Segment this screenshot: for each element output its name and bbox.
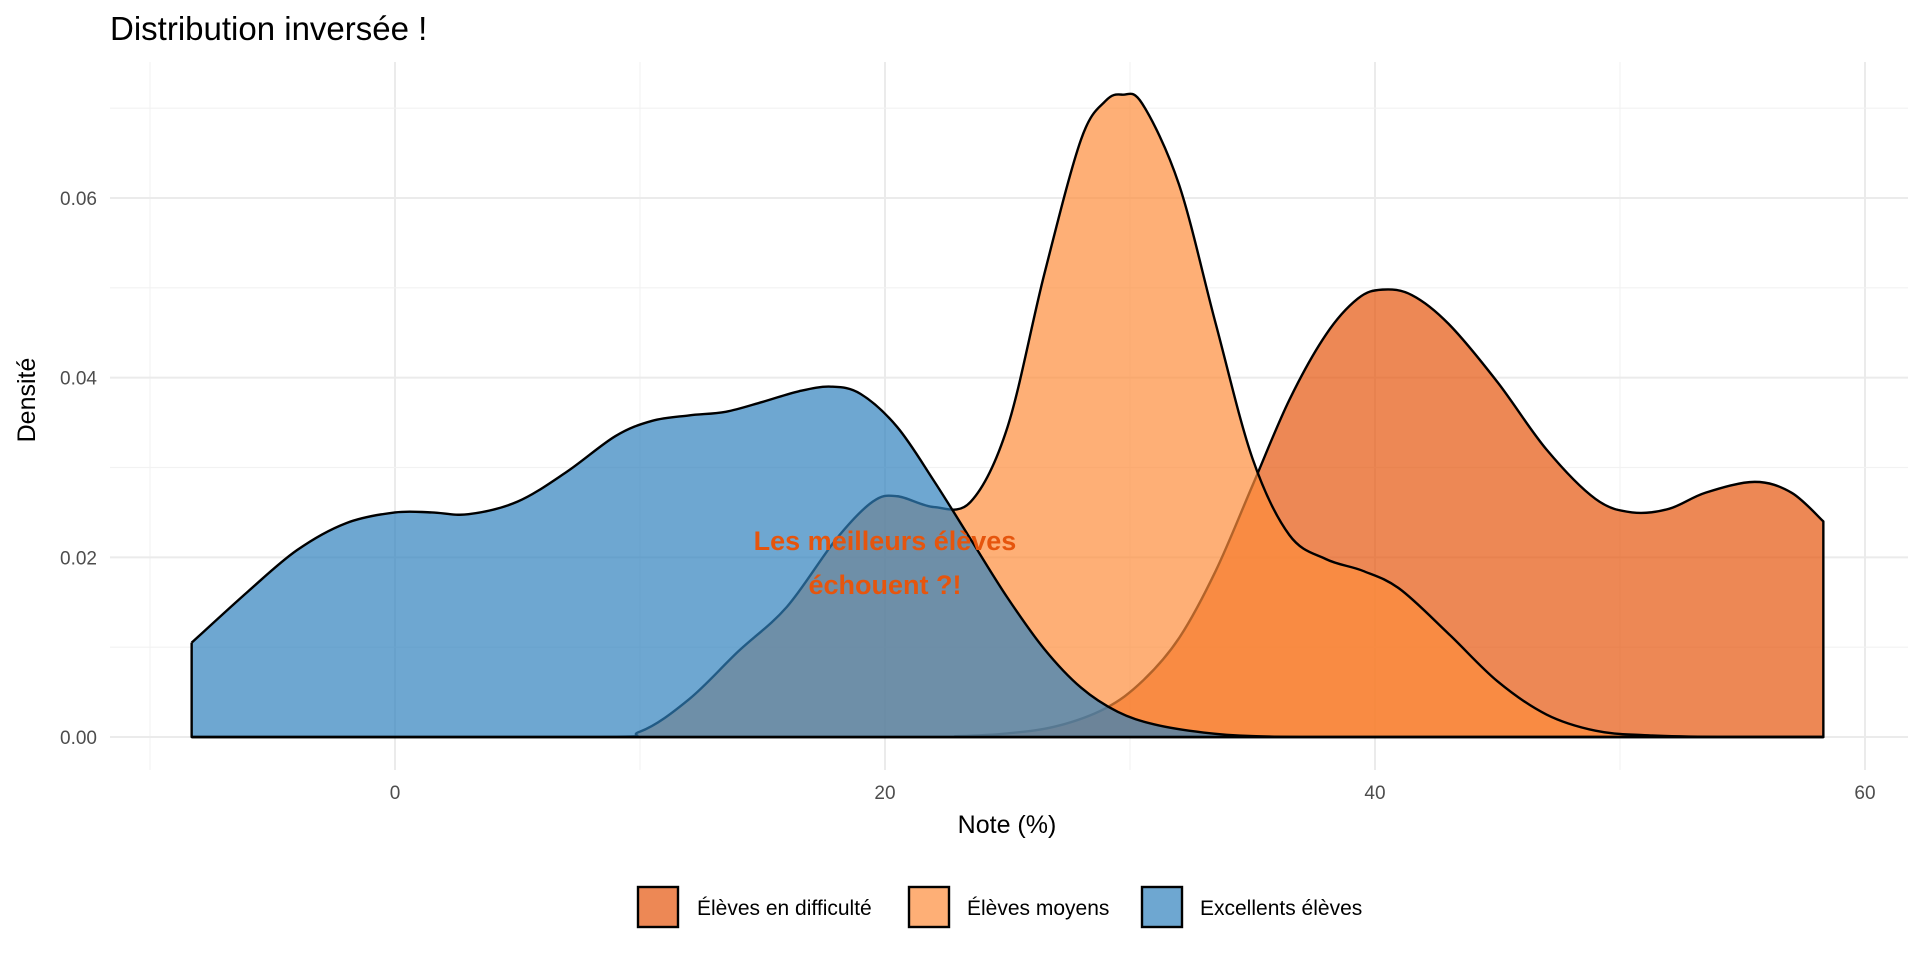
legend-key-swatch — [1140, 885, 1184, 929]
legend-label: Excellents élèves — [1200, 897, 1362, 920]
x-tick-label: 60 — [1854, 783, 1875, 804]
legend-item: Excellents élèves — [1140, 885, 1362, 929]
legend-item: Élèves moyens — [907, 885, 1109, 929]
density-fill-excellents-eleves — [191, 386, 1824, 737]
y-axis-ticks: 0.00 0.02 0.04 0.06 — [60, 189, 97, 749]
legend-key-swatch — [636, 885, 680, 929]
legend: Élèves en difficulté Élèves moyens Excelle… — [636, 885, 1362, 929]
y-tick-label: 0.02 — [60, 548, 97, 569]
y-tick-label: 0.00 — [60, 728, 97, 749]
y-tick-label: 0.04 — [60, 369, 97, 390]
legend-item: Élèves en difficulté — [636, 885, 872, 929]
x-tick-label: 20 — [874, 783, 895, 804]
density-line-excellents-eleves — [190, 385, 1825, 739]
y-axis-title: Densité — [13, 358, 41, 443]
density-areas — [190, 92, 1825, 739]
legend-label: Élèves moyens — [967, 897, 1109, 920]
legend-key-swatch — [907, 885, 951, 929]
x-tick-label: 40 — [1364, 783, 1385, 804]
chart-title: Distribution inversée ! — [110, 10, 427, 47]
annotation-line-1: Les meilleurs élèves — [754, 526, 1017, 556]
x-tick-label: 0 — [390, 783, 401, 804]
x-axis-title: Note (%) — [958, 811, 1057, 839]
x-axis-ticks: 0 20 40 60 — [390, 783, 1876, 804]
legend-label: Élèves en difficulté — [697, 897, 872, 920]
y-tick-label: 0.06 — [60, 189, 97, 210]
annotation-line-2: échouent ?! — [809, 570, 962, 600]
